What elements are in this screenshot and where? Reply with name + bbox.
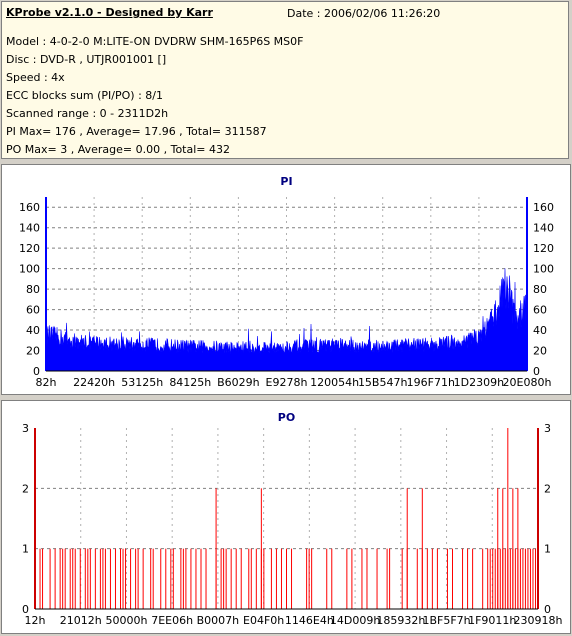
- pi-ytick-right: 120: [533, 242, 554, 255]
- pi-ytick-left: 120: [19, 242, 40, 255]
- pi-ytick-right: 20: [533, 345, 547, 358]
- pi-ytick-right: 40: [533, 324, 547, 337]
- po-xtick-label: 14D009h: [330, 614, 380, 627]
- pi-ytick-right: 80: [533, 283, 547, 296]
- pi-xtick-label: E9278h: [266, 376, 308, 389]
- pi-chart-panel: PI 0 0 20 20 40 40 60 60 80 80 100 100 120 120 140 140 16…: [1, 164, 571, 395]
- pi-ytick-right: 140: [533, 222, 554, 235]
- po-ytick-left: 3: [22, 422, 29, 435]
- po-xtick-label: 185932h: [376, 614, 425, 627]
- pi-xtick-label: 82h: [36, 376, 57, 389]
- pi-ytick-left: 100: [19, 263, 40, 276]
- pi-xtick-label: 196F71h: [407, 376, 455, 389]
- pi-xtick-label: 15B547h: [358, 376, 408, 389]
- pi-ytick-right: 60: [533, 304, 547, 317]
- pi-ytick-left: 80: [26, 283, 40, 296]
- pi-ytick-left: 60: [26, 304, 40, 317]
- po-summary-line: PO Max= 3 , Average= 0.00 , Total= 432: [6, 143, 230, 156]
- pi-ytick-left: 140: [19, 222, 40, 235]
- po-xtick-label: 1146E4h: [285, 614, 334, 627]
- po-xtick-label: E04F0h: [243, 614, 284, 627]
- po-ytick-right: 3: [544, 422, 551, 435]
- po-ytick-right: 2: [544, 482, 551, 495]
- po-chart-panel: PO 0 0 1 1 2 2 3 3 12h 21012h 50000h 7EE06h B0007h E04…: [1, 400, 571, 634]
- po-ytick-left: 0: [22, 603, 29, 616]
- pi-xtick-label: 20E080h: [503, 376, 552, 389]
- po-chart: PO 0 0 1 1 2 2 3 3 12h 21012h 50000h 7EE06h B0007h E04…: [22, 411, 563, 627]
- pi-ytick-left: 40: [26, 324, 40, 337]
- po-xtick-label: 230918h: [514, 614, 563, 627]
- disc-line: Disc : DVD-R , UTJR001001 []: [6, 53, 167, 66]
- scan-date: Date : 2006/02/06 11:26:20: [287, 7, 441, 20]
- po-ytick-right: 1: [544, 543, 551, 556]
- ecc-line: ECC blocks sum (PI/PO) : 8/1: [6, 89, 163, 102]
- po-xtick-label: 7EE06h: [151, 614, 193, 627]
- app-title: KProbe v2.1.0 - Designed by Karr: [6, 6, 213, 19]
- model-line: Model : 4-0-2-0 M:LITE-ON DVDRW SHM-165P…: [6, 35, 304, 48]
- po-ytick-left: 1: [22, 543, 29, 556]
- pi-chart-title: PI: [280, 175, 292, 188]
- pi-series-area: [45, 268, 528, 372]
- pi-ytick-right: 100: [533, 263, 554, 276]
- pi-xtick-label: 22420h: [73, 376, 115, 389]
- po-xtick-label: 12h: [25, 614, 46, 627]
- info-panel: KProbe v2.1.0 - Designed by Karr Date : …: [1, 1, 569, 159]
- po-chart-title: PO: [278, 411, 295, 424]
- pi-summary-line: PI Max= 176 , Average= 17.96 , Total= 31…: [6, 125, 267, 138]
- po-ytick-left: 2: [22, 482, 29, 495]
- pi-ytick-right: 0: [533, 365, 540, 378]
- pi-xtick-label: B6029h: [217, 376, 260, 389]
- pi-xtick-label: 120054h: [310, 376, 359, 389]
- pi-xtick-label: 1D2309h: [454, 376, 504, 389]
- pi-ytick-left: 0: [33, 365, 40, 378]
- pi-xtick-label: 84125h: [169, 376, 211, 389]
- range-line: Scanned range : 0 - 2311D2h: [6, 107, 169, 120]
- speed-line: Speed : 4x: [6, 71, 65, 84]
- pi-ytick-left: 160: [19, 201, 40, 214]
- pi-ytick-right: 160: [533, 201, 554, 214]
- pi-ytick-left: 20: [26, 345, 40, 358]
- po-ytick-right: 0: [544, 603, 551, 616]
- pi-xtick-label: 53125h: [121, 376, 163, 389]
- po-xtick-label: B0007h: [197, 614, 240, 627]
- po-xtick-label: 50000h: [105, 614, 147, 627]
- pi-chart: PI 0 0 20 20 40 40 60 60 80 80 100 100 120 120 140 140 16…: [19, 175, 554, 389]
- po-xtick-label: 1F9011h: [468, 614, 516, 627]
- po-xtick-label: 21012h: [60, 614, 102, 627]
- po-xtick-label: 1BF5F7h: [422, 614, 470, 627]
